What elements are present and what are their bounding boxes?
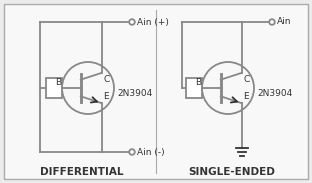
Text: 2N3904: 2N3904: [117, 89, 152, 98]
Text: DIFFERENTIAL: DIFFERENTIAL: [40, 167, 124, 177]
Text: E: E: [104, 92, 109, 101]
Circle shape: [269, 19, 275, 25]
Text: B: B: [55, 78, 61, 87]
Text: SINGLE-ENDED: SINGLE-ENDED: [188, 167, 275, 177]
Text: Ain (+): Ain (+): [137, 18, 169, 27]
Text: E: E: [244, 92, 249, 101]
Bar: [186, 78, 202, 98]
Circle shape: [129, 19, 135, 25]
Bar: [46, 78, 62, 98]
Text: Ain (-): Ain (-): [137, 147, 165, 156]
Text: Ain: Ain: [277, 18, 291, 27]
Text: C: C: [244, 75, 250, 84]
Circle shape: [129, 149, 135, 155]
Text: C: C: [104, 75, 110, 84]
Text: B: B: [195, 78, 201, 87]
Text: 2N3904: 2N3904: [257, 89, 292, 98]
